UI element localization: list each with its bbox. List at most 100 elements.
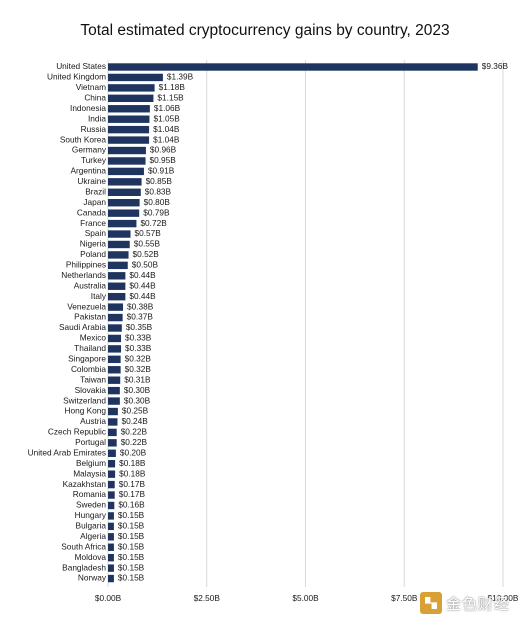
bar xyxy=(108,84,155,92)
data-label: $0.52B xyxy=(133,249,160,259)
bar xyxy=(108,553,114,562)
category-label: Kazakhstan xyxy=(63,479,107,489)
category-label: Slovakia xyxy=(75,385,107,395)
bar xyxy=(108,491,115,499)
bar xyxy=(108,261,128,270)
category-label: India xyxy=(88,113,106,123)
bar xyxy=(108,230,131,238)
bar xyxy=(108,94,154,103)
bar xyxy=(108,428,117,437)
bar xyxy=(108,209,140,217)
bar xyxy=(108,313,123,322)
data-label: $0.17B xyxy=(119,489,146,499)
x-tick-label: $7.50B xyxy=(391,593,418,603)
category-label: Mexico xyxy=(80,333,107,343)
data-label: $0.15B xyxy=(118,552,145,562)
bar xyxy=(108,376,121,384)
data-label: $0.18B xyxy=(119,468,146,478)
bar xyxy=(108,345,122,353)
bar xyxy=(108,480,115,489)
data-label: $0.33B xyxy=(125,333,152,343)
watermark-text: 金色财经 xyxy=(446,595,511,613)
data-label: $9.36B xyxy=(482,61,509,71)
bar xyxy=(108,178,142,186)
category-label: United Kingdom xyxy=(47,72,106,82)
bar xyxy=(108,334,122,343)
category-label: Moldova xyxy=(75,552,107,562)
bar xyxy=(108,366,121,374)
category-label: South Africa xyxy=(61,541,106,551)
x-tick-label: $5.00B xyxy=(292,593,319,603)
category-label: Venezuela xyxy=(67,301,106,311)
category-label: United States xyxy=(56,61,106,71)
bar xyxy=(108,167,144,176)
data-label: $0.15B xyxy=(118,531,145,541)
category-label: Vietnam xyxy=(76,82,106,92)
data-label: $0.16B xyxy=(118,500,145,510)
category-label: Colombia xyxy=(71,364,106,374)
category-label: Australia xyxy=(74,280,107,290)
data-label: $0.30B xyxy=(124,395,151,405)
category-label: Hungary xyxy=(75,510,107,520)
bar xyxy=(108,188,141,196)
data-label: $0.31B xyxy=(124,374,151,384)
data-label: $0.15B xyxy=(118,573,145,583)
category-label: Nigeria xyxy=(80,239,107,249)
category-label: Brazil xyxy=(85,186,106,196)
data-label: $0.22B xyxy=(121,437,148,447)
category-label: Germany xyxy=(72,145,107,155)
data-label: $1.06B xyxy=(154,103,181,113)
bar xyxy=(108,564,114,572)
category-label: Turkey xyxy=(81,155,107,165)
bars: United States $9.36B United Kingdom $1.39B V… xyxy=(28,61,509,583)
data-label: $0.44B xyxy=(129,280,156,290)
data-label: $0.30B xyxy=(124,385,151,395)
data-label: $0.25B xyxy=(122,406,149,416)
category-label: Spain xyxy=(85,228,107,238)
data-label: $0.35B xyxy=(126,322,153,332)
category-label: Italy xyxy=(91,291,107,301)
bar xyxy=(108,418,118,426)
bar xyxy=(108,470,116,478)
x-axis-ticks: $0.00B $2.50B $5.00B $7.50B $10.00B xyxy=(95,593,519,603)
category-label: Malaysia xyxy=(73,468,106,478)
data-label: $0.15B xyxy=(118,521,145,531)
category-label: Sweden xyxy=(76,500,106,510)
bar xyxy=(108,449,116,457)
category-label: Switzerland xyxy=(63,395,106,405)
category-label: Russia xyxy=(81,124,107,134)
bar xyxy=(108,324,122,332)
data-label: $0.20B xyxy=(120,447,147,457)
category-label: Bangladesh xyxy=(62,562,106,572)
bar xyxy=(108,522,114,531)
category-label: Portugal xyxy=(75,437,106,447)
category-label: Austria xyxy=(80,416,106,426)
data-label: $0.44B xyxy=(129,291,156,301)
bar xyxy=(108,512,114,520)
data-label: $1.18B xyxy=(159,82,186,92)
data-label: $0.50B xyxy=(132,260,159,270)
data-label: $0.33B xyxy=(125,343,152,353)
category-label: Romania xyxy=(73,489,107,499)
chart-title: Total estimated cryptocurrency gains by … xyxy=(80,22,450,39)
data-label: $0.91B xyxy=(148,166,175,176)
category-label: Saudi Arabia xyxy=(59,322,106,332)
category-label: Japan xyxy=(83,197,106,207)
data-label: $0.38B xyxy=(127,301,154,311)
bar xyxy=(108,574,114,583)
bar xyxy=(108,543,114,551)
data-label: $0.96B xyxy=(150,145,177,155)
bar xyxy=(108,157,146,165)
bar xyxy=(108,386,120,395)
bar xyxy=(108,105,150,113)
data-label: $0.83B xyxy=(145,186,172,196)
bar xyxy=(108,501,115,510)
bar xyxy=(108,439,117,447)
category-label: South Korea xyxy=(60,134,107,144)
x-tick-label: $2.50B xyxy=(194,593,221,603)
data-label: $1.39B xyxy=(167,72,194,82)
bar xyxy=(108,219,137,228)
bar xyxy=(108,115,150,123)
data-label: $0.18B xyxy=(119,458,146,468)
